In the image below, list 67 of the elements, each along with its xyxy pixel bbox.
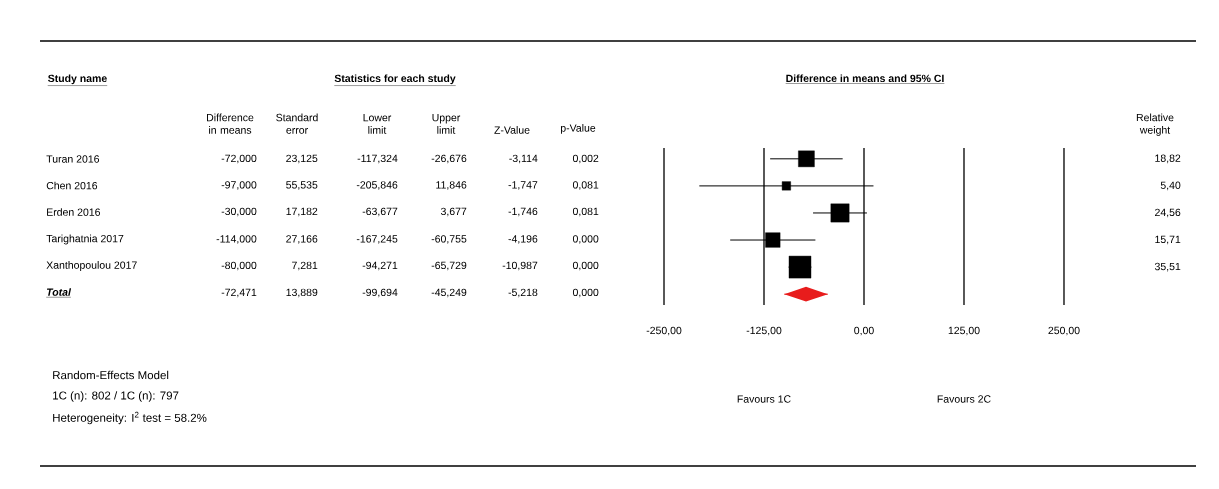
category-label: Upper limit [432,113,461,134]
data-label: 18,82 [1155,154,1181,164]
text: 0,000 [572,235,599,244]
text: -1,746 [508,207,538,217]
text: 23,125 [286,154,318,164]
text: 0,000 [572,261,599,271]
category-label: Difference in means [207,113,254,134]
x-tick-label: -125,00 [746,326,782,336]
text: 1C (n): 802 / 1C (n): 797 [53,391,179,402]
text: -72,000 [221,154,257,164]
category-label: Erden 2016 [47,208,101,216]
text: -45,249 [431,288,467,298]
text: 0,000 [572,288,599,298]
category-label: Chen 2016 [46,181,98,190]
category-label: Tarighatnia 2017 [46,234,124,245]
text: -30,000 [221,207,257,217]
text: 17,182 [286,207,318,217]
x-tick-label: 125,00 [948,326,980,336]
data-label: 5,40 [1160,181,1181,191]
category-label: Total [46,288,72,296]
text: 11,846 [436,181,467,190]
category-label: Lower limit [363,113,392,134]
text: Favours 2C [937,395,991,403]
text: -65,729 [431,261,467,271]
text: -94,271 [362,261,398,271]
text: -80,000 [221,261,257,271]
text: -99,694 [362,288,398,298]
text: -97,000 [221,181,257,190]
text: -205,846 [356,181,398,190]
y2-axis-title: Relative weight [1136,113,1174,136]
x-tick-label: -250,00 [646,326,682,336]
data-label: 35,51 [1154,262,1181,272]
chart-title: Difference in means and 95% CI [786,74,944,83]
text: -10,987 [502,261,538,271]
text: 3,677 [440,207,467,217]
text: -4,196 [508,235,538,244]
data-label: 15,71 [1155,235,1181,245]
text: Favours 1C [737,395,791,403]
text: 13,889 [286,288,318,298]
category-label: Turan 2016 [46,155,100,163]
text: 55,535 [286,181,318,190]
category-label: Xanthopoulou 2017 [46,261,137,271]
text: -114,000 [216,235,257,244]
text: -72,471 [221,288,257,298]
category-label: p-Value [560,124,596,134]
text: 7,281 [292,261,318,271]
text: -60,755 [431,235,467,244]
text: -3,114 [509,154,538,164]
text: 0,002 [572,154,599,164]
text: 27,166 [286,235,318,244]
category-label: Z-Value [494,126,530,134]
text: -167,245 [356,235,398,244]
x-tick-label: 250,00 [1048,326,1080,336]
text: -117,324 [357,154,398,164]
text: -63,677 [362,207,398,217]
x-tick-label: 0,00 [854,326,874,336]
text: -5,218 [508,288,538,298]
text: Study name [48,74,107,85]
text: -1,747 [508,181,538,190]
data-label: 24,56 [1155,208,1181,218]
text: 0,081 [572,207,599,217]
text: Heterogeneity: I$^{2}$ test = 58.2% [53,411,207,425]
text: -26,676 [431,154,467,164]
text: 0,081 [572,181,599,190]
category-label: Standard error [276,113,318,134]
text: Statistics for each study [334,74,456,85]
text: Random-Effects Model [53,370,169,380]
